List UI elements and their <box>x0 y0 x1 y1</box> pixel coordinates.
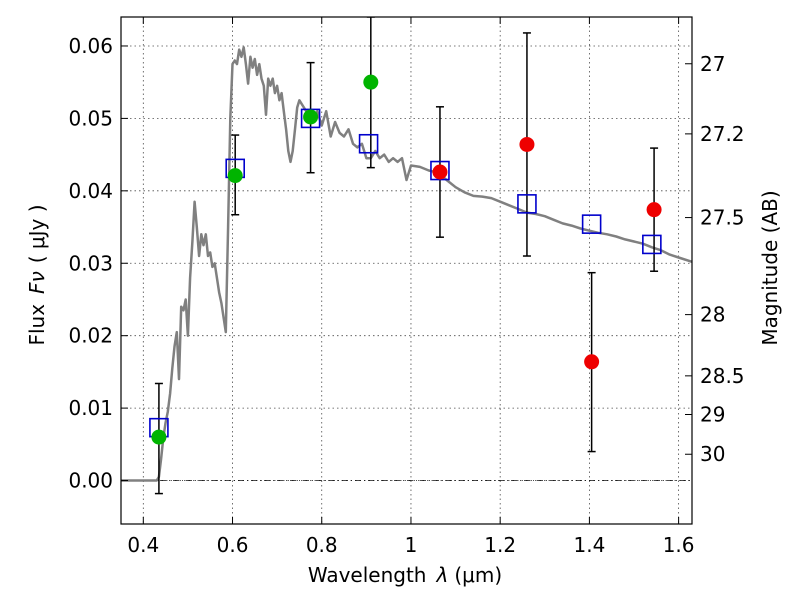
model-photometry-square <box>581 214 602 234</box>
y-tick-label: 0.03 <box>68 251 113 275</box>
nir-data-point <box>646 202 662 218</box>
mag-tick-label: 28.5 <box>700 364 745 388</box>
model-photometry-square <box>300 108 321 129</box>
x-tick-label: 1 <box>405 533 418 557</box>
y-tick-label: 0.00 <box>68 469 113 493</box>
mag-tick-label: 28 <box>700 303 725 327</box>
y-tick-label: 0.06 <box>68 34 113 58</box>
y-axis-label: FluxFν( μJy ) <box>25 204 49 345</box>
y-tick-label: 0.04 <box>68 179 113 203</box>
y-tick-label: 0.02 <box>68 324 113 348</box>
mag-tick-label: 27.2 <box>700 122 745 146</box>
y2-axis-label: Magnitude (AB) <box>758 190 782 345</box>
model-photometry-square <box>642 234 662 255</box>
y-tick-label: 0.05 <box>68 106 113 130</box>
x-axis-label: Wavelength λ (μm) <box>308 563 502 587</box>
plot-frame <box>120 16 693 525</box>
x-tick-label: 0.6 <box>217 533 249 557</box>
mag-tick-label: 29 <box>700 402 725 426</box>
x-tick-label: 0.4 <box>127 533 159 557</box>
model-sed-line <box>121 46 692 482</box>
mag-tick-label: 30 <box>700 442 725 466</box>
x-tick-label: 1.4 <box>573 533 605 557</box>
optical-data-point <box>363 74 379 90</box>
optical-data-point <box>151 429 167 445</box>
nir-data-point <box>432 164 448 180</box>
mag-tick-label: 27.5 <box>700 206 745 230</box>
x-tick-label: 0.8 <box>306 533 338 557</box>
y-tick-label: 0.01 <box>68 396 113 420</box>
model-photometry-square <box>430 160 450 181</box>
optical-data-point <box>227 168 243 184</box>
mag-tick-label: 27 <box>700 52 725 76</box>
optical-data-point <box>303 109 319 125</box>
x-tick-label: 1.6 <box>663 533 695 557</box>
model-photometry-square <box>517 194 537 214</box>
model-photometry-square <box>358 133 379 154</box>
plot-area <box>121 17 692 495</box>
axis-ticks: 0.4 0.6 0.8 1 1.2 1.4 1.6 0.00 0.01 0.02 0.03 0.04 0… <box>68 17 745 557</box>
nir-data-point <box>519 136 535 152</box>
x-tick-label: 1.2 <box>484 533 516 557</box>
nir-data-point <box>584 354 600 370</box>
